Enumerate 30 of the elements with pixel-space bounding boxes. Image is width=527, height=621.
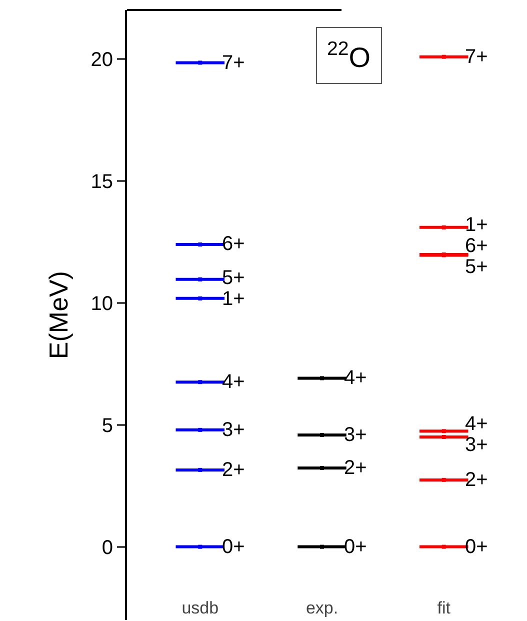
data-label: 0+	[344, 536, 367, 558]
data-label: 1+	[222, 288, 245, 310]
data-label: 4+	[465, 413, 488, 435]
data-label: 6+	[222, 233, 245, 255]
data-label: 3+	[344, 424, 367, 446]
x-tick-label: usdb	[182, 598, 219, 618]
y-tick-label: 5	[102, 414, 113, 437]
data-label: 5+	[222, 267, 245, 289]
y-axis-title: E(MeV)	[44, 270, 74, 360]
data-label: 4+	[344, 367, 367, 389]
y-tick-label: 20	[90, 48, 113, 71]
data-label: 2+	[222, 459, 245, 481]
annotation: $^{22}$O	[327, 38, 371, 73]
x-tick-label: exp.	[306, 598, 338, 618]
y-tick-label: 15	[90, 170, 113, 193]
y-tick-label: 0	[102, 536, 113, 559]
data-label: 7+	[465, 46, 488, 68]
data-label: 0+	[222, 536, 245, 558]
data-label: 0+	[465, 536, 488, 558]
data-label: 7+	[222, 52, 245, 74]
data-label: 5+	[465, 256, 488, 278]
data-label: 3+	[465, 434, 488, 456]
data-label: 2+	[344, 457, 367, 479]
data-label: 6+	[465, 235, 488, 257]
data-label: 3+	[222, 419, 245, 441]
data-label: 4+	[222, 371, 245, 393]
x-tick-label: fit	[437, 598, 451, 618]
data-label: 1+	[465, 214, 488, 236]
data-label: 2+	[465, 469, 488, 491]
y-tick-label: 10	[90, 292, 113, 315]
